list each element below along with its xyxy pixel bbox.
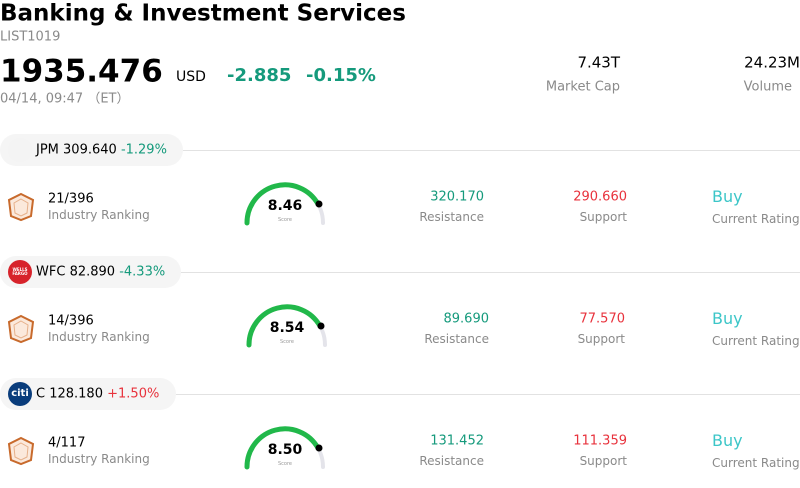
ticker: C 128.180 +1.50% [36,388,159,401]
resistance: 131.452 [430,433,484,449]
logo [8,138,32,162]
ranking: 14/396 [48,313,94,329]
change: -4.33% [119,264,166,280]
currency: USD [176,69,206,85]
ticker: JPM 309.640 -1.29% [36,144,167,157]
gauge-dot [315,444,323,452]
gauge-fill [244,182,321,226]
ranking-icon [7,314,35,344]
divider [181,272,800,273]
resistance-label: Resistance [419,454,484,468]
rating-label: Current Rating [712,456,800,470]
volume: 24.23M [744,53,800,72]
score: 8.46 [268,198,303,214]
ticker: WFC [36,264,66,280]
logo: citi [8,382,32,406]
score-label: Score [280,339,294,345]
resistance: 89.690 [443,311,490,327]
score-label: Score [278,461,292,467]
support-label: Support [579,210,627,224]
divider [176,394,800,395]
hexagon-inner [13,198,29,217]
price: 128.180 [49,386,103,402]
change: -1.29% [120,142,167,158]
ranking-label: Industry Ranking [48,330,150,344]
ranking: 4/117 [48,435,86,451]
support: 111.359 [573,433,627,449]
ticker: WFC 82.890 -4.33% [36,266,165,279]
datetime: 04/14, 09:47 （ET） [0,91,130,107]
price: 82.890 [69,264,116,280]
score-gauge: 8.50 Score [244,426,325,470]
support: 77.570 [579,311,626,327]
title: Banking & Investment Services [0,0,406,27]
volume-label: Volume [743,79,792,95]
change: -2.885 [227,65,292,86]
ranking-icon [7,436,35,466]
rating[interactable]: Buy [712,309,743,328]
gauge-fill [246,304,323,348]
resistance-label: Resistance [419,210,484,224]
score: 8.50 [268,442,303,458]
code: LIST1019 [0,29,61,45]
logo-text: WELLS FARGO [12,267,28,276]
logo: WELLS FARGO [8,260,32,284]
rating[interactable]: Buy [712,187,743,206]
support-label: Support [577,332,625,346]
market-cap-label: Market Cap [545,79,620,95]
gauge-dot [317,322,325,330]
ranking-icon [7,192,35,222]
ranking-label: Industry Ranking [48,208,150,222]
rating-label: Current Rating [712,212,800,226]
resistance-label: Resistance [424,332,489,346]
ranking: 21/396 [48,191,94,207]
ranking-label: Industry Ranking [48,452,150,466]
rating[interactable]: Buy [712,431,743,450]
ticker: JPM [36,142,59,158]
price: 309.640 [63,142,117,158]
rating-label: Current Rating [712,334,800,348]
hexagon-inner [13,320,29,339]
logo-text: citi [11,388,29,399]
support: 290.660 [573,189,627,205]
price: 1935.476 [0,53,163,90]
resistance: 320.170 [430,189,484,205]
score: 8.54 [270,320,305,336]
score-gauge: 8.46 Score [244,182,325,226]
hexagon-inner [13,442,29,461]
change: +1.50% [107,386,160,402]
gauge-dot [315,200,323,208]
score-label: Score [278,217,292,223]
score-gauge: 8.54 Score [246,304,327,348]
divider [183,150,800,151]
support-label: Support [579,454,627,468]
ticker: C [36,386,46,402]
market-cap: 7.43T [577,53,620,72]
change-pct: -0.15% [306,65,376,86]
gauge-fill [244,426,321,470]
